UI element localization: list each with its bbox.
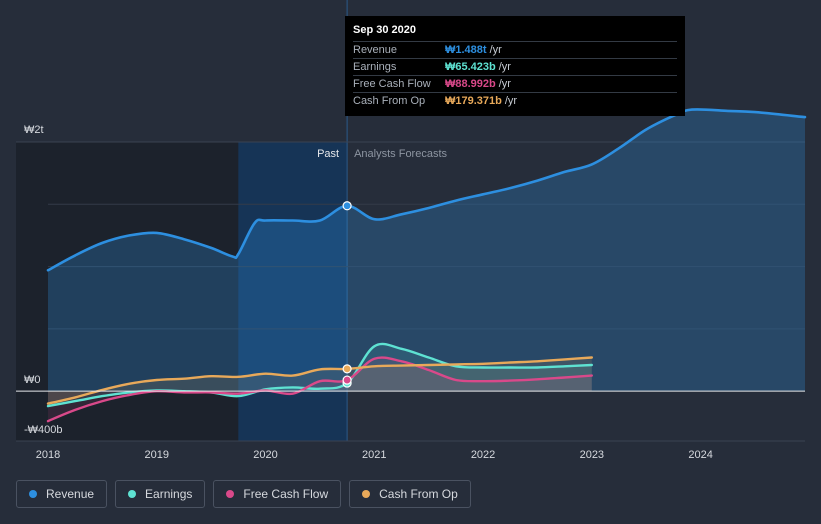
tooltip-unit: /yr	[489, 44, 502, 56]
tooltip-unit: /yr	[498, 61, 511, 73]
tooltip-date: Sep 30 2020	[353, 24, 416, 36]
tooltip-row-free-cash-flow: Free Cash Flow ₩88.992b /yr	[353, 75, 677, 92]
legend-label: Earnings	[145, 487, 193, 501]
x-tick-label: 2019	[145, 449, 169, 461]
legend-item-revenue[interactable]: Revenue	[16, 480, 108, 508]
legend: Revenue Earnings Free Cash Flow Cash Fro…	[16, 480, 471, 508]
legend-item-free-cash-flow[interactable]: Free Cash Flow	[213, 480, 342, 508]
y-tick-label: -₩400b	[24, 424, 63, 436]
tooltip-label: Earnings	[353, 61, 397, 73]
x-tick-label: 2023	[580, 449, 604, 461]
data-point-marker	[342, 364, 352, 374]
tooltip: Sep 30 2020 Revenue ₩1.488t /yr Earnings…	[345, 16, 685, 116]
forecast-label: Analysts Forecasts	[354, 148, 447, 160]
tooltip-label: Revenue	[353, 44, 398, 56]
x-tick-label: 2021	[362, 449, 386, 461]
tooltip-value: ₩65.423b	[445, 61, 496, 73]
past-label: Past	[317, 148, 339, 160]
series-line-cash-from-op	[46, 356, 593, 405]
y-tick-label: ₩2t	[24, 124, 44, 136]
x-tick-label: 2018	[36, 449, 60, 461]
series-area-earnings	[48, 343, 592, 407]
tooltip-unit: /yr	[498, 78, 511, 90]
series-line-free-cash-flow	[46, 356, 593, 423]
tooltip-value: ₩1.488t	[445, 44, 487, 56]
legend-dot-icon	[29, 490, 37, 498]
series-line-earnings	[46, 342, 593, 408]
tooltip-row-earnings: Earnings ₩65.423b /yr	[353, 58, 677, 75]
x-tick-label: 2024	[688, 449, 712, 461]
legend-item-earnings[interactable]: Earnings	[115, 480, 206, 508]
series-area-revenue	[48, 109, 805, 392]
legend-label: Free Cash Flow	[243, 487, 329, 501]
x-tick-label: 2022	[471, 449, 495, 461]
tooltip-row-cash-from-op: Cash From Op ₩179.371b /yr	[353, 92, 677, 109]
legend-dot-icon	[226, 490, 235, 498]
tooltip-value: ₩88.992b	[445, 78, 496, 90]
legend-dot-icon	[128, 490, 137, 498]
data-point-marker	[342, 201, 352, 211]
tooltip-label: Free Cash Flow	[353, 78, 431, 90]
x-tick-label: 2020	[253, 449, 277, 461]
legend-dot-icon	[362, 490, 371, 498]
legend-label: Revenue	[46, 487, 95, 501]
tooltip-row-revenue: Revenue ₩1.488t /yr	[353, 41, 677, 58]
legend-label: Cash From Op	[379, 487, 458, 501]
legend-item-cash-from-op[interactable]: Cash From Op	[349, 480, 471, 508]
tooltip-value: ₩179.371b	[445, 95, 502, 107]
data-point-marker	[342, 375, 352, 385]
tooltip-label: Cash From Op	[353, 95, 426, 107]
tooltip-unit: /yr	[504, 95, 518, 107]
y-tick-label: ₩0	[24, 374, 41, 386]
series-line-revenue	[46, 108, 807, 272]
